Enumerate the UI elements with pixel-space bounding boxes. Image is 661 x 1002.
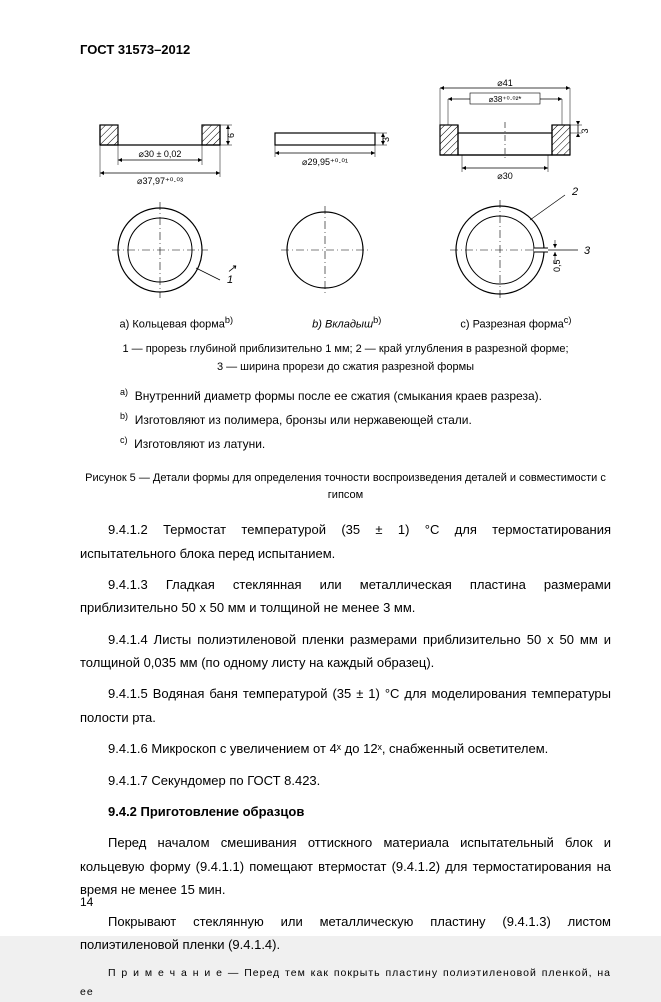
svg-text:3: 3 <box>381 136 391 141</box>
para-9-4-1-5: 9.4.1.5 Водяная баня температурой (35 ± … <box>80 682 611 729</box>
svg-text:0,5: 0,5 <box>552 259 562 272</box>
svg-text:⌀30: ⌀30 <box>497 171 512 181</box>
para-9-4-1-6: 9.4.1.6 Микроскоп с увеличением от 4ˣ до… <box>80 737 611 760</box>
document-header: ГОСТ 31573–2012 <box>80 40 611 60</box>
heading-9-4-2: 9.4.2 Приготовление образцов <box>80 800 611 823</box>
sub-b: b) Вкладышb) <box>312 314 381 333</box>
sub-a: a) Кольцевая формаb) <box>120 314 234 333</box>
figure-svg: 6 ⌀30 ± 0,02 ⌀37,97⁺⁰·⁰³ <box>80 75 610 305</box>
svg-text:⌀37,97⁺⁰·⁰³: ⌀37,97⁺⁰·⁰³ <box>137 176 183 186</box>
svg-text:3: 3 <box>580 128 590 133</box>
page-container: ГОСТ 31573–2012 <box>0 0 661 936</box>
svg-text:⌀29,95⁺⁰·⁰¹: ⌀29,95⁺⁰·⁰¹ <box>302 157 348 167</box>
sub-c: c) Разрезная формаc) <box>460 314 571 333</box>
figure-5: 6 ⌀30 ± 0,02 ⌀37,97⁺⁰·⁰³ <box>80 75 611 504</box>
body-text: 9.4.1.2 Термостат температурой (35 ± 1) … <box>80 518 611 1002</box>
svg-text:↗: ↗ <box>227 263 237 275</box>
svg-text:1: 1 <box>227 274 233 286</box>
svg-text:2: 2 <box>571 186 578 198</box>
figure-notes: a) Внутренний диаметр формы после ее сжа… <box>120 384 611 455</box>
para-9-4-1-4: 9.4.1.4 Листы полиэтиленовой пленки разм… <box>80 628 611 675</box>
para-9-4-1-3: 9.4.1.3 Гладкая стеклянная или металличе… <box>80 573 611 620</box>
para-9-4-1-7: 9.4.1.7 Секундомер по ГОСТ 8.423. <box>80 769 611 792</box>
para-prep-1: Перед началом смешивания оттискного мате… <box>80 831 611 901</box>
figure-sub-captions: a) Кольцевая формаb) b) Вкладышb) c) Раз… <box>80 314 611 333</box>
page-number: 14 <box>80 893 93 911</box>
svg-text:⌀38⁺⁰·⁰²*: ⌀38⁺⁰·⁰²* <box>489 95 522 104</box>
para-prep-2: Покрывают стеклянную или металлическую п… <box>80 910 611 957</box>
figure-caption: Рисунок 5 — Детали формы для определения… <box>80 470 611 503</box>
svg-text:⌀30 ± 0,02: ⌀30 ± 0,02 <box>139 149 182 159</box>
svg-text:⌀41: ⌀41 <box>497 78 512 88</box>
svg-text:3: 3 <box>584 245 591 257</box>
para-9-4-1-2: 9.4.1.2 Термостат температурой (35 ± 1) … <box>80 518 611 565</box>
para-note: П р и м е ч а н и е — Перед тем как покр… <box>80 964 611 1002</box>
figure-legend: 1 — прорезь глубиной приблизительно 1 мм… <box>80 341 611 376</box>
svg-text:6: 6 <box>226 132 236 137</box>
